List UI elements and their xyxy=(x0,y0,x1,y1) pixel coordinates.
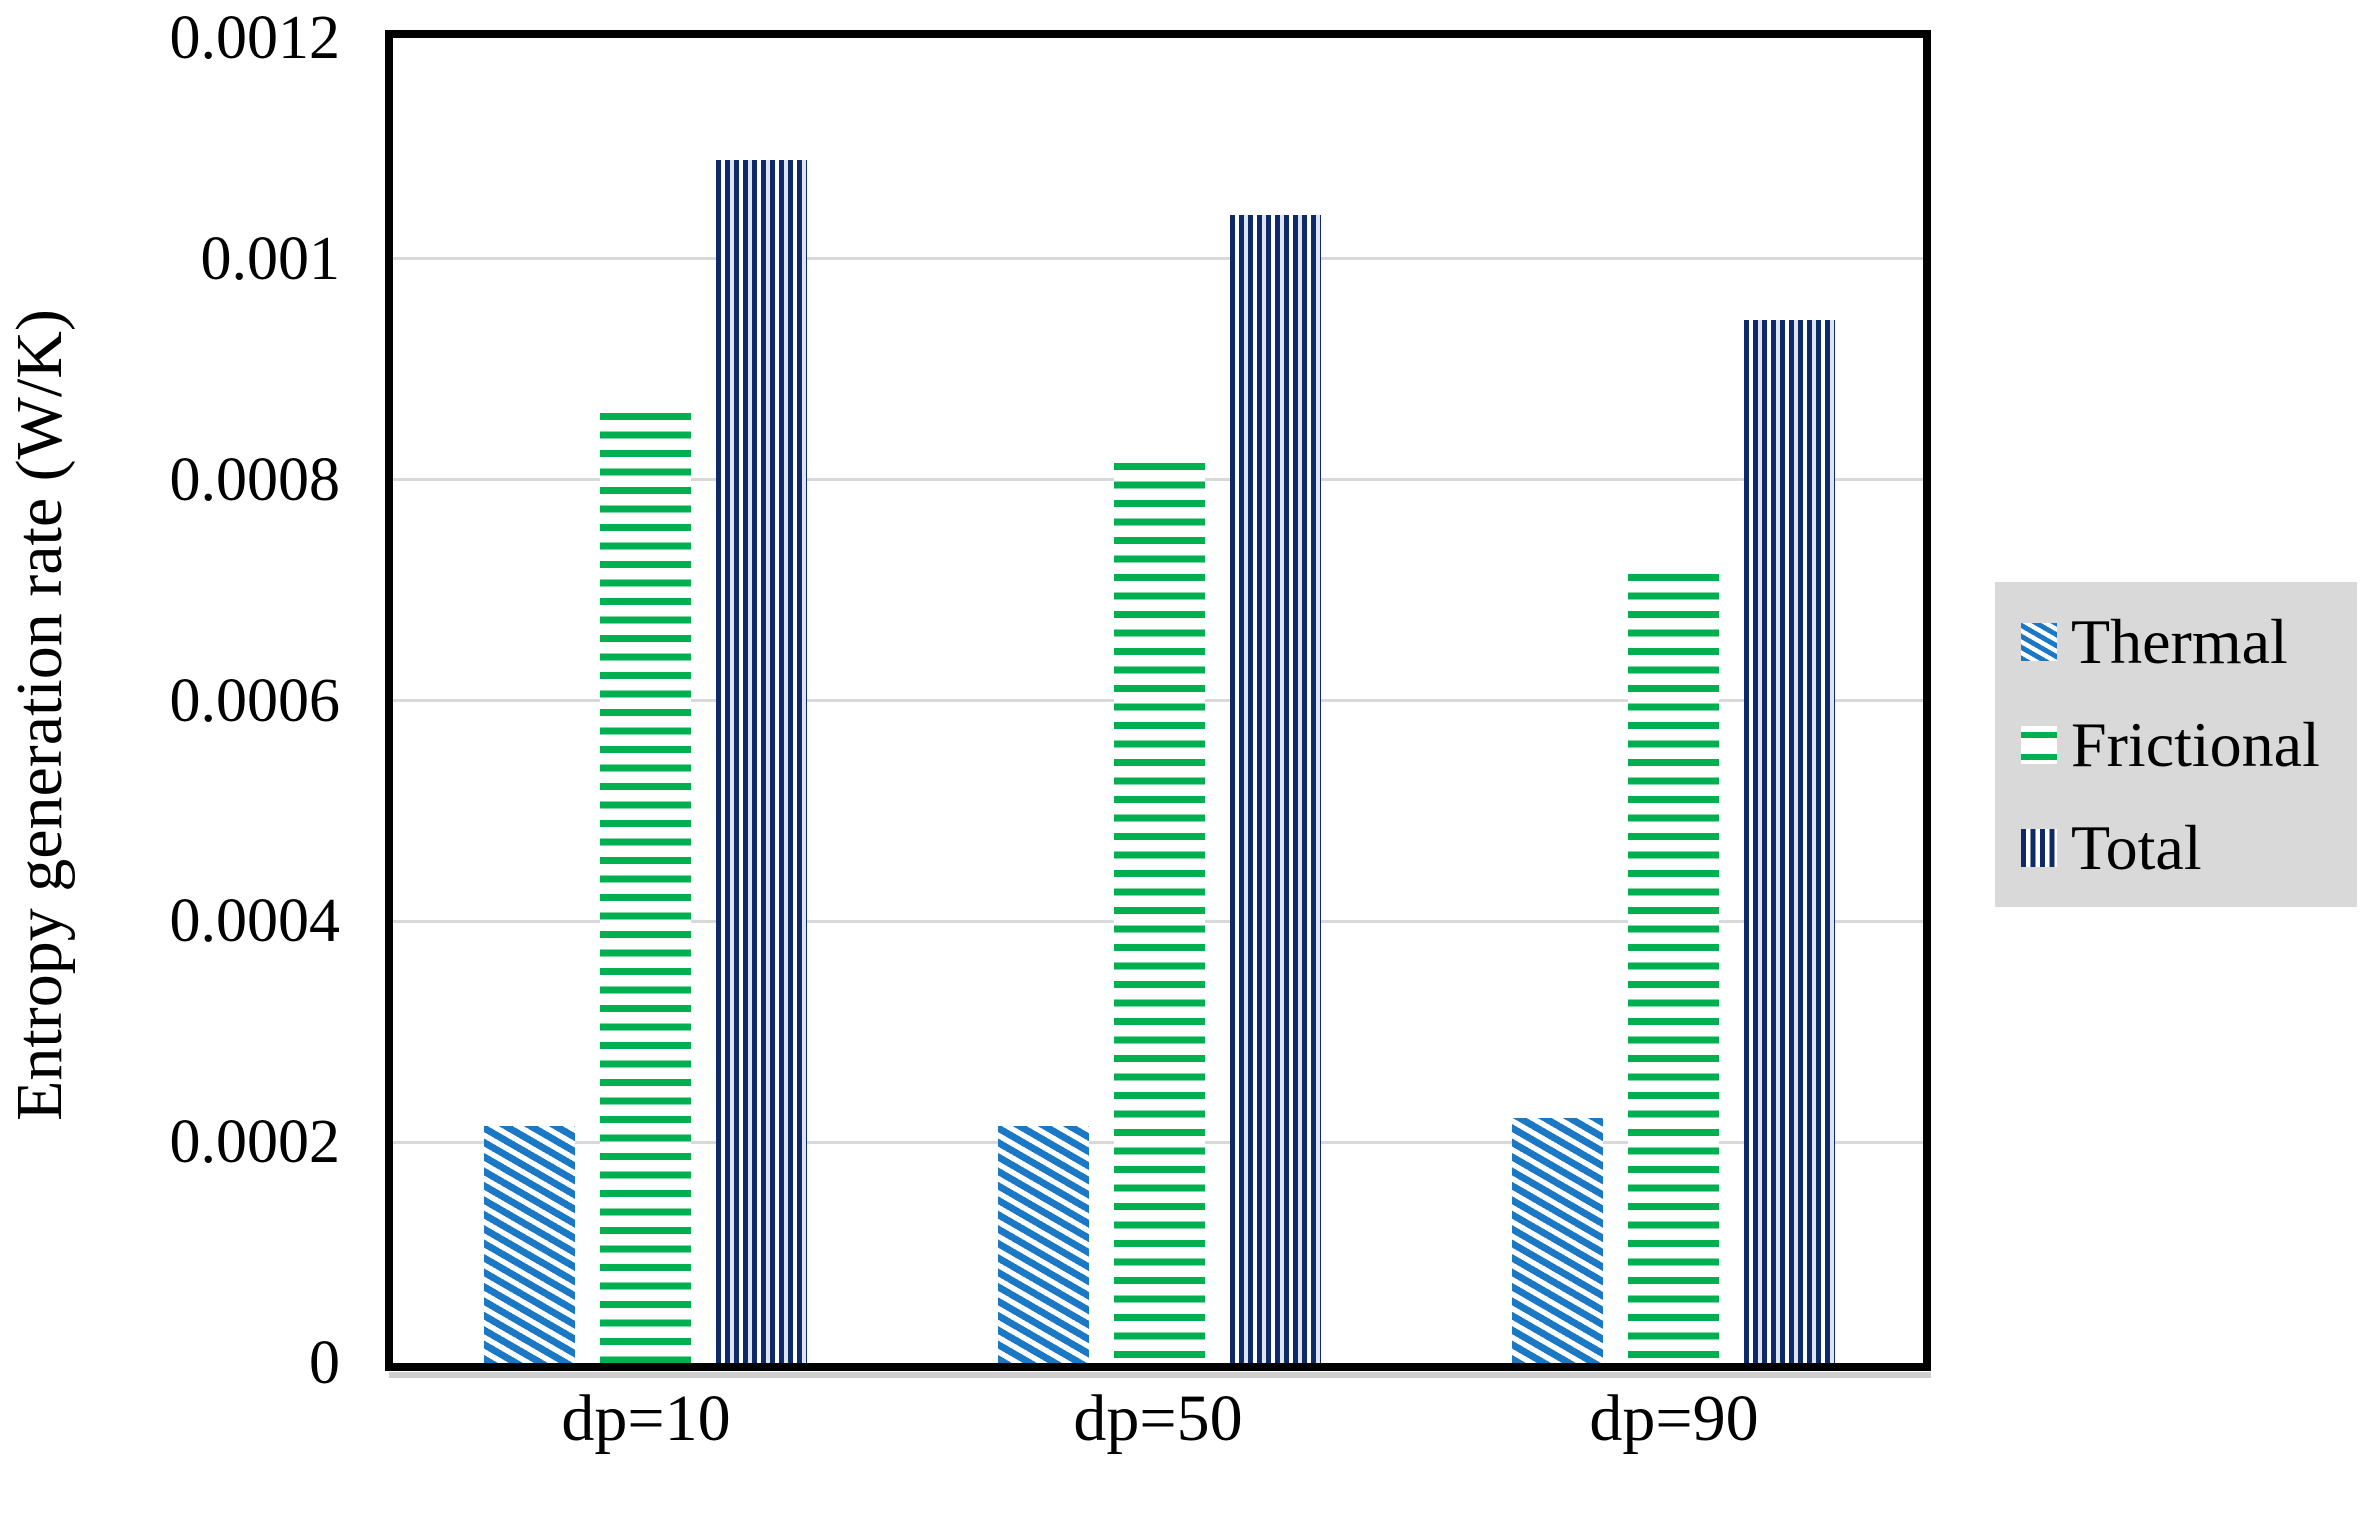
bar-total-dp90 xyxy=(1744,319,1835,1363)
x-tick-label-dp90: dp=90 xyxy=(1589,1382,1759,1455)
y-tick-label-0.0002: 0.0002 xyxy=(169,1108,341,1177)
legend: Thermal Frictional Total xyxy=(1995,582,2357,907)
y-tick-label-0.0006: 0.0006 xyxy=(169,666,341,735)
bar-total-dp10 xyxy=(716,159,807,1363)
legend-label-total: Total xyxy=(2071,811,2202,883)
legend-label-thermal: Thermal xyxy=(2071,605,2288,677)
y-tick-label-0.001: 0.001 xyxy=(200,224,341,293)
legend-item-total: Total xyxy=(1995,811,2357,883)
legend-item-thermal: Thermal xyxy=(1995,605,2357,677)
y-tick-label-0.0008: 0.0008 xyxy=(169,445,341,514)
bar-thermal-dp90 xyxy=(1512,1117,1603,1363)
y-tick-label-0.0004: 0.0004 xyxy=(169,887,341,956)
bar-frictional-dp50 xyxy=(1114,463,1205,1363)
y-tick-label-0: 0 xyxy=(309,1329,340,1397)
legend-label-frictional: Frictional xyxy=(2071,708,2320,780)
legend-item-frictional: Frictional xyxy=(1995,708,2357,780)
x-axis-shadow-line xyxy=(389,1372,1931,1378)
legend-swatch-frictional-icon xyxy=(2021,725,2057,764)
y-tick-label-0.0012: 0.0012 xyxy=(169,4,341,72)
x-tick-label-dp50: dp=50 xyxy=(1073,1382,1243,1455)
bar-frictional-dp10 xyxy=(600,413,691,1363)
x-tick-label-dp10: dp=10 xyxy=(561,1382,731,1455)
legend-swatch-thermal-icon xyxy=(2021,622,2057,661)
plot-area xyxy=(385,30,1931,1371)
bar-frictional-dp90 xyxy=(1628,573,1719,1363)
legend-swatch-total-icon xyxy=(2021,828,2057,867)
bar-thermal-dp10 xyxy=(484,1125,575,1363)
bar-total-dp50 xyxy=(1230,214,1321,1363)
bar-thermal-dp50 xyxy=(998,1125,1089,1363)
gridline-0.001 xyxy=(393,257,1923,261)
